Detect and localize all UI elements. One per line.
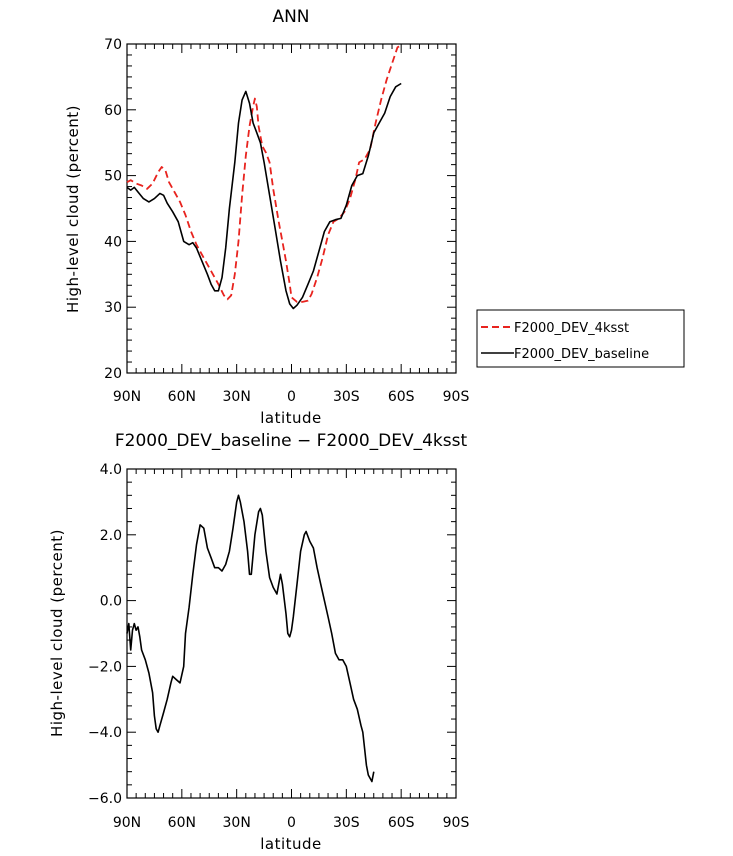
top-x-axis-title: latitude: [260, 409, 322, 427]
bottom-y-tick-label: −6.0: [88, 791, 122, 807]
bottom-x-tick-label: 30S: [333, 815, 360, 831]
bottom-series-line-difference: [126, 494, 375, 783]
legend-frame: [476, 309, 685, 368]
bottom-x-axis-title: latitude: [260, 835, 322, 853]
chart-legend: F2000_DEV_4ksst F2000_DEV_baseline: [476, 309, 685, 368]
top-y-tick-label: 60: [104, 103, 122, 119]
bottom-axis-ticks: [126, 468, 457, 799]
bottom-y-tick-label: −2.0: [88, 659, 122, 675]
bottom-y-axis-title: High-level cloud (percent): [48, 529, 66, 737]
bottom-tick-labels: 90N 60N 30N 0 30S 60S 90S −6.0 −4.0 −2.0 0.0 2.0 4.0: [88, 462, 469, 831]
top-series-line-f2000-dev-4ksst: [126, 44, 402, 303]
bottom-x-tick-label: 30N: [223, 815, 251, 831]
top-series-lines: [126, 44, 402, 310]
bottom-plot-frame: [126, 468, 457, 799]
top-x-tick-label: 90N: [113, 389, 141, 405]
top-chart-title: ANN: [272, 7, 309, 27]
top-chart-panel: ANN 90N 60N 30N 0 30S 60S 90S 20 30 40 50 60 70 lati…: [64, 7, 469, 427]
top-x-tick-label: 90S: [443, 389, 470, 405]
legend-label-baseline: F2000_DEV_baseline: [514, 347, 649, 362]
top-x-tick-label: 30S: [333, 389, 360, 405]
top-x-tick-label: 60N: [168, 389, 196, 405]
bottom-y-tick-label: −4.0: [88, 725, 122, 741]
bottom-y-tick-label: 4.0: [100, 462, 122, 478]
top-y-tick-label: 70: [104, 37, 122, 53]
top-y-tick-label: 20: [104, 366, 122, 382]
bottom-x-tick-label: 60S: [388, 815, 415, 831]
bottom-series-lines: [126, 494, 375, 783]
bottom-x-tick-label: 0: [287, 815, 296, 831]
bottom-x-tick-label: 90N: [113, 815, 141, 831]
bottom-chart-panel: F2000_DEV_baseline − F2000_DEV_4ksst 90N…: [48, 431, 469, 853]
bottom-y-tick-label: 2.0: [100, 528, 122, 544]
top-y-tick-label: 30: [104, 300, 122, 316]
bottom-x-tick-label: 90S: [443, 815, 470, 831]
top-x-tick-label: 60S: [388, 389, 415, 405]
legend-label-4ksst: F2000_DEV_4ksst: [514, 321, 629, 336]
top-x-tick-label: 0: [287, 389, 296, 405]
bottom-chart-title: F2000_DEV_baseline − F2000_DEV_4ksst: [115, 431, 468, 451]
top-y-tick-label: 40: [104, 234, 122, 250]
bottom-x-tick-label: 60N: [168, 815, 196, 831]
bottom-y-tick-label: 0.0: [100, 594, 122, 610]
top-y-axis-title: High-level cloud (percent): [64, 105, 82, 313]
top-y-tick-label: 50: [104, 169, 122, 185]
top-tick-labels: 90N 60N 30N 0 30S 60S 90S 20 30 40 50 60 70: [104, 37, 469, 405]
top-plot-frame: [126, 43, 457, 374]
top-axis-ticks: [126, 43, 457, 374]
top-x-tick-label: 30N: [223, 389, 251, 405]
top-series-line-f2000-dev-baseline: [126, 82, 402, 310]
